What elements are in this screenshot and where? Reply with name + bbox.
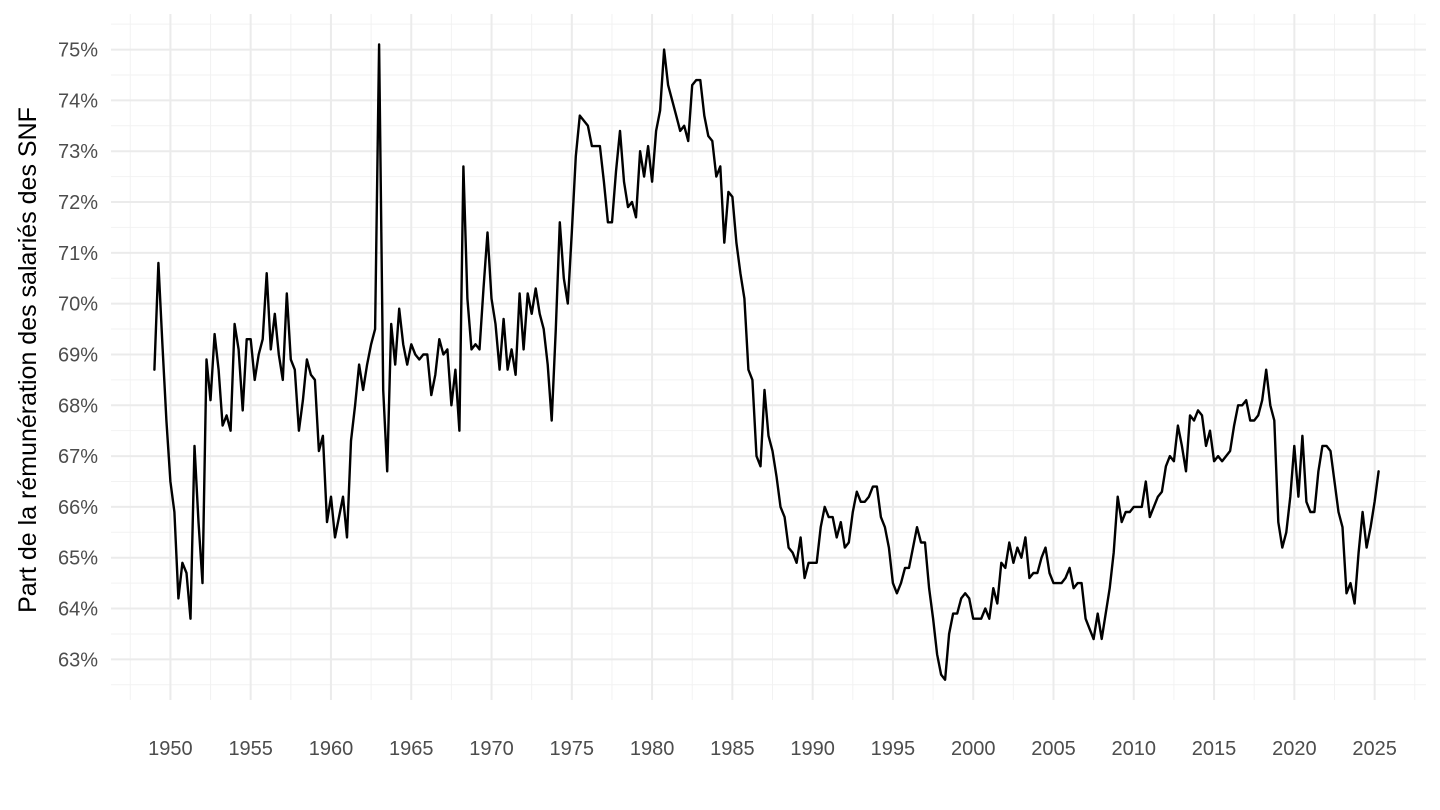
major-horizontal-gridlines [111, 48, 1426, 661]
y-tick-label: 75% [58, 40, 98, 62]
x-tick-label: 2025 [1352, 738, 1397, 760]
y-axis-tick-labels: 63% 64% 65% 66% 67% 68% 69% 70% 71% 72% 73% 74% 75% [58, 40, 98, 672]
x-tick-label: 1990 [790, 738, 835, 760]
y-tick-label: 63% [58, 649, 98, 671]
x-tick-label: 1975 [550, 738, 595, 760]
y-axis-title: Part de la rémunération des salariés des… [14, 107, 42, 613]
y-tick-label: 73% [58, 141, 98, 163]
x-tick-label: 1950 [148, 738, 193, 760]
y-tick-label: 71% [58, 243, 98, 265]
x-tick-label: 1985 [710, 738, 755, 760]
x-tick-label: 2010 [1112, 738, 1157, 760]
series-line [153, 43, 1380, 681]
x-tick-label: 1995 [871, 738, 916, 760]
y-tick-label: 69% [58, 344, 98, 366]
x-tick-label: 1955 [228, 738, 273, 760]
y-tick-label: 67% [58, 446, 98, 468]
y-tick-label: 66% [58, 497, 98, 519]
y-tick-label: 65% [58, 548, 98, 570]
x-tick-label: 1960 [309, 738, 354, 760]
x-tick-label: 2000 [951, 738, 996, 760]
x-tick-label: 1965 [389, 738, 434, 760]
x-tick-label: 2020 [1272, 738, 1317, 760]
x-tick-label: 2005 [1031, 738, 1076, 760]
x-tick-label: 2015 [1192, 738, 1237, 760]
x-axis-tick-labels: 1950 1955 1960 1965 1970 1975 1980 1985 1990 1995… [148, 738, 1397, 760]
y-tick-label: 64% [58, 599, 98, 621]
x-tick-label: 1970 [469, 738, 514, 760]
y-tick-label: 68% [58, 395, 98, 417]
y-tick-label: 74% [58, 90, 98, 112]
y-tick-label: 72% [58, 192, 98, 214]
x-tick-label: 1980 [630, 738, 675, 760]
minor-vertical-gridlines [129, 14, 1416, 700]
y-tick-label: 70% [58, 294, 98, 316]
